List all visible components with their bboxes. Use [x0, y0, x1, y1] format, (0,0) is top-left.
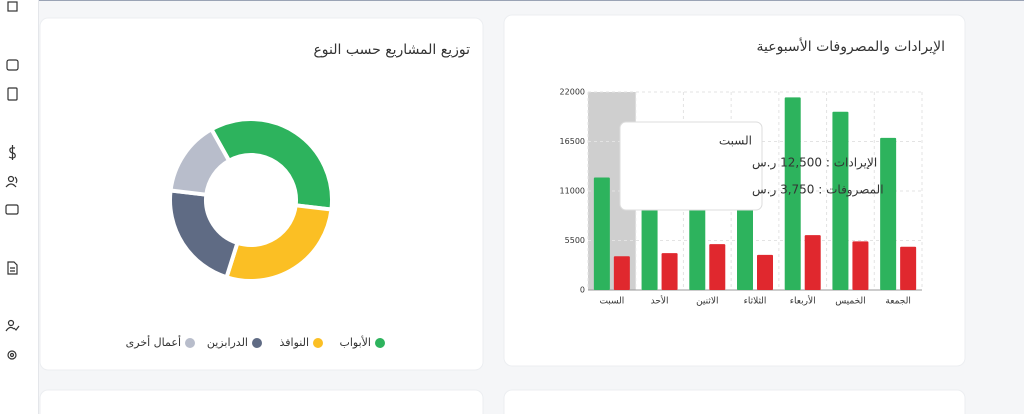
legend-swatch — [185, 338, 195, 348]
bar — [661, 253, 678, 290]
donut-slice — [208, 117, 334, 212]
icon[interactable] — [7, 261, 18, 275]
x-tick-label: الجمعة — [885, 297, 910, 307]
x-tick-label: الثلاثاء — [744, 297, 767, 307]
bar — [593, 177, 610, 290]
legend-label: الدرابزين — [207, 336, 248, 349]
icon[interactable] — [7, 87, 18, 101]
bar — [852, 241, 869, 290]
x-tick-label: الأحد — [651, 295, 669, 307]
icon[interactable] — [5, 176, 18, 188]
icon[interactable] — [7, 350, 17, 360]
y-tick-label: 0 — [580, 286, 585, 295]
legend-swatch — [375, 338, 385, 348]
y-tick-label: 11000 — [560, 187, 585, 196]
legend-swatch — [252, 338, 262, 348]
bar — [804, 235, 821, 290]
bar — [880, 137, 897, 290]
icon[interactable] — [6, 59, 19, 71]
tooltip-line: الإيرادات : 12,500 ر.س — [752, 156, 877, 171]
card-title: الإيرادات والمصروفات الأسبوعية — [756, 37, 945, 55]
tooltip — [619, 121, 763, 211]
icon[interactable] — [8, 145, 16, 160]
bar — [832, 111, 849, 290]
icon[interactable] — [7, 1, 18, 12]
legend-label: الأبواب — [340, 335, 372, 349]
card — [39, 389, 484, 414]
bar — [613, 256, 630, 290]
tooltip-title: السبت — [719, 134, 752, 148]
icon[interactable] — [9, 352, 15, 358]
donut-slice — [168, 126, 232, 197]
card-title: توزيع المشاريع حسب النوع — [313, 42, 470, 58]
legend-label: النوافذ — [280, 336, 310, 349]
legend-label: أعمال أخرى — [126, 335, 181, 349]
x-tick-label: السبت — [599, 297, 624, 307]
x-tick-label: الأربعاء — [790, 295, 816, 307]
x-tick-label: الاثنين — [696, 297, 718, 307]
bar — [757, 254, 773, 290]
icon[interactable] — [5, 325, 20, 332]
icon[interactable] — [7, 175, 15, 183]
x-tick-label: الخميس — [835, 297, 865, 307]
y-tick-label: 5500 — [565, 236, 585, 245]
tooltip-line: المصروفات : 3,750 ر.س — [752, 183, 884, 198]
y-tick-label: 16500 — [560, 137, 585, 146]
icon[interactable] — [7, 319, 15, 327]
bar — [709, 244, 726, 290]
bar — [784, 97, 801, 291]
card — [39, 17, 484, 371]
y-tick-label: 22000 — [560, 88, 585, 97]
bar — [900, 246, 917, 290]
icon[interactable] — [5, 204, 19, 215]
legend-swatch — [313, 338, 323, 348]
card — [503, 389, 966, 414]
